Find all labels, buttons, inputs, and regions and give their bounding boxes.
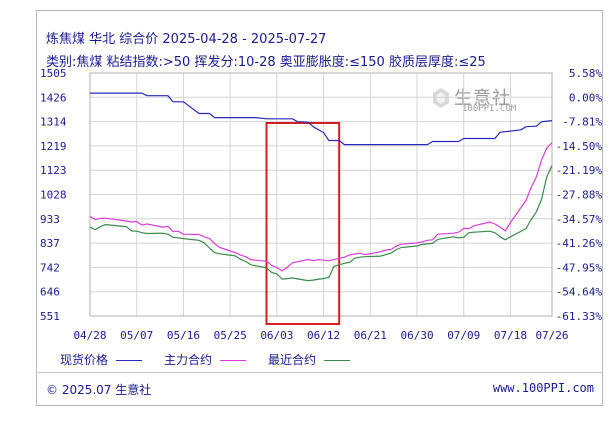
y-right-tick-47-95: -47.95% xyxy=(556,261,603,274)
y-right-tick-54-64: -54.64% xyxy=(556,286,603,299)
legend-label-main: 主力合约 xyxy=(164,353,213,367)
y-left-tick-1123: 1123 xyxy=(40,164,67,177)
series-line-nearest-contract xyxy=(89,165,553,282)
y-right-tick-27-88: -27.88% xyxy=(556,189,603,202)
x-tick-07-26: 07/26 xyxy=(535,329,568,342)
x-tick-06-30: 06/30 xyxy=(400,329,433,342)
x-tick-06-03: 06/03 xyxy=(260,329,293,342)
y-right-tick-61-33: -61.33% xyxy=(556,310,603,323)
x-tick-06-21: 06/21 xyxy=(354,329,387,342)
x-tick-07-18: 07/18 xyxy=(494,329,527,342)
watermark-logo-text: 生意社 xyxy=(454,88,511,109)
highlight-rectangle xyxy=(265,122,341,325)
legend-nearest-contract: 最近合约 xyxy=(268,351,351,368)
x-tick-05-16: 05/16 xyxy=(167,329,200,342)
site-url: www.100PPI.com xyxy=(492,381,594,395)
y-axis-right-ticks: 5.58% 0.00% -7.81% -14.50% -21.19% -27.88% -34… xyxy=(556,67,603,323)
y-right-tick-21-19: -21.19% xyxy=(556,164,603,177)
chart-grid xyxy=(89,72,553,317)
x-tick-07-09: 07/09 xyxy=(447,329,480,342)
watermark-icon xyxy=(433,88,449,108)
y-left-tick-837: 837 xyxy=(40,237,60,250)
y-right-tick-5-58: 5.58% xyxy=(569,67,602,80)
series-line-spot-price xyxy=(90,92,553,146)
y-left-tick-1028: 1028 xyxy=(40,189,67,202)
y-left-tick-933: 933 xyxy=(40,213,60,226)
y-left-tick-646: 646 xyxy=(40,286,60,299)
legend-swatch-main xyxy=(220,360,247,361)
y-axis-left-ticks: 1505 1426 1314 1219 1123 1028 933 837 742 646 551 xyxy=(40,67,67,323)
legend-label-spot: 现货价格 xyxy=(60,353,109,367)
chart-panel xyxy=(36,10,603,406)
y-left-tick-1314: 1314 xyxy=(40,116,67,129)
chart-subtitle: 类别:焦煤 粘结指数:>50 挥发分:10-28 奥亚膨胀度:≤150 胶质层厚… xyxy=(46,55,486,70)
y-left-tick-1219: 1219 xyxy=(40,140,67,153)
y-right-tick-0-00: 0.00% xyxy=(569,91,602,104)
legend-spot-price: 现货价格 xyxy=(60,351,143,368)
y-left-tick-551: 551 xyxy=(40,310,60,323)
legend-label-nearest: 最近合约 xyxy=(268,353,317,367)
x-tick-05-07: 05/07 xyxy=(120,329,153,342)
y-right-tick-7-81: -7.81% xyxy=(562,116,602,129)
x-tick-04-28: 04/28 xyxy=(73,329,106,342)
y-right-tick-34-57: -34.57% xyxy=(556,213,603,226)
x-tick-06-12: 06/12 xyxy=(307,329,340,342)
highlight-box xyxy=(265,122,341,325)
y-right-tick-41-26: -41.26% xyxy=(556,237,603,250)
y-left-tick-1426: 1426 xyxy=(40,91,67,104)
y-right-tick-14-50: -14.50% xyxy=(556,140,603,153)
legend-main-contract: 主力合约 xyxy=(164,351,247,368)
plot-area-border xyxy=(89,72,553,317)
footer-divider xyxy=(36,372,603,373)
legend-swatch-spot xyxy=(116,360,143,361)
x-axis-ticks: 04/28 05/07 05/16 05/25 06/03 06/12 06/21 06/30… xyxy=(73,329,568,342)
chart-series xyxy=(89,92,553,282)
y-left-tick-1505: 1505 xyxy=(40,67,67,80)
y-left-tick-742: 742 xyxy=(40,261,60,274)
x-tick-05-25: 05/25 xyxy=(214,329,247,342)
copyright-text: © 2025.07 生意社 xyxy=(46,383,152,397)
legend-swatch-nearest xyxy=(324,360,351,361)
watermark-url: 100PPI.COM xyxy=(462,104,517,114)
series-line-main-contract xyxy=(89,142,553,272)
chart-title: 炼焦煤 华北 综合价 2025-04-28 - 2025-07-27 xyxy=(46,32,327,47)
